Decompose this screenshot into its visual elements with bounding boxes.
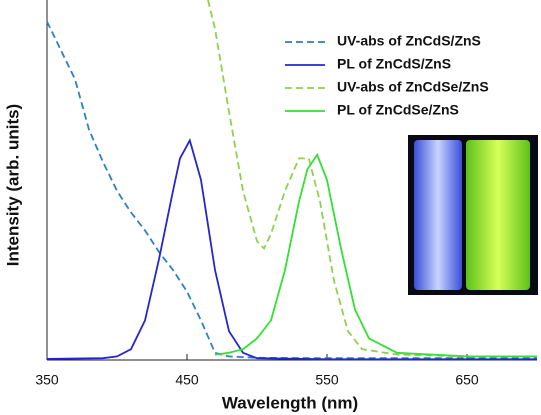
series-line xyxy=(46,21,537,360)
inset-photo xyxy=(408,135,538,295)
x-axis-label: Wavelength (nm) xyxy=(222,393,358,412)
x-tick-label: 450 xyxy=(175,372,199,388)
series-line xyxy=(46,138,537,361)
legend-label: PL of ZnCdS/ZnS xyxy=(337,56,451,72)
legend-label: UV-abs of ZnCdSe/ZnS xyxy=(337,79,489,95)
series-line xyxy=(214,152,537,358)
x-tick-label: 350 xyxy=(35,372,59,388)
y-axis-label: Intensity (arb. units) xyxy=(3,104,22,266)
legend-label: PL of ZnCdSe/ZnS xyxy=(337,102,459,118)
series-line xyxy=(207,0,537,358)
legend-label: UV-abs of ZnCdS/ZnS xyxy=(337,33,481,49)
x-tick-label: 650 xyxy=(455,372,479,388)
x-tick-label: 550 xyxy=(315,372,339,388)
